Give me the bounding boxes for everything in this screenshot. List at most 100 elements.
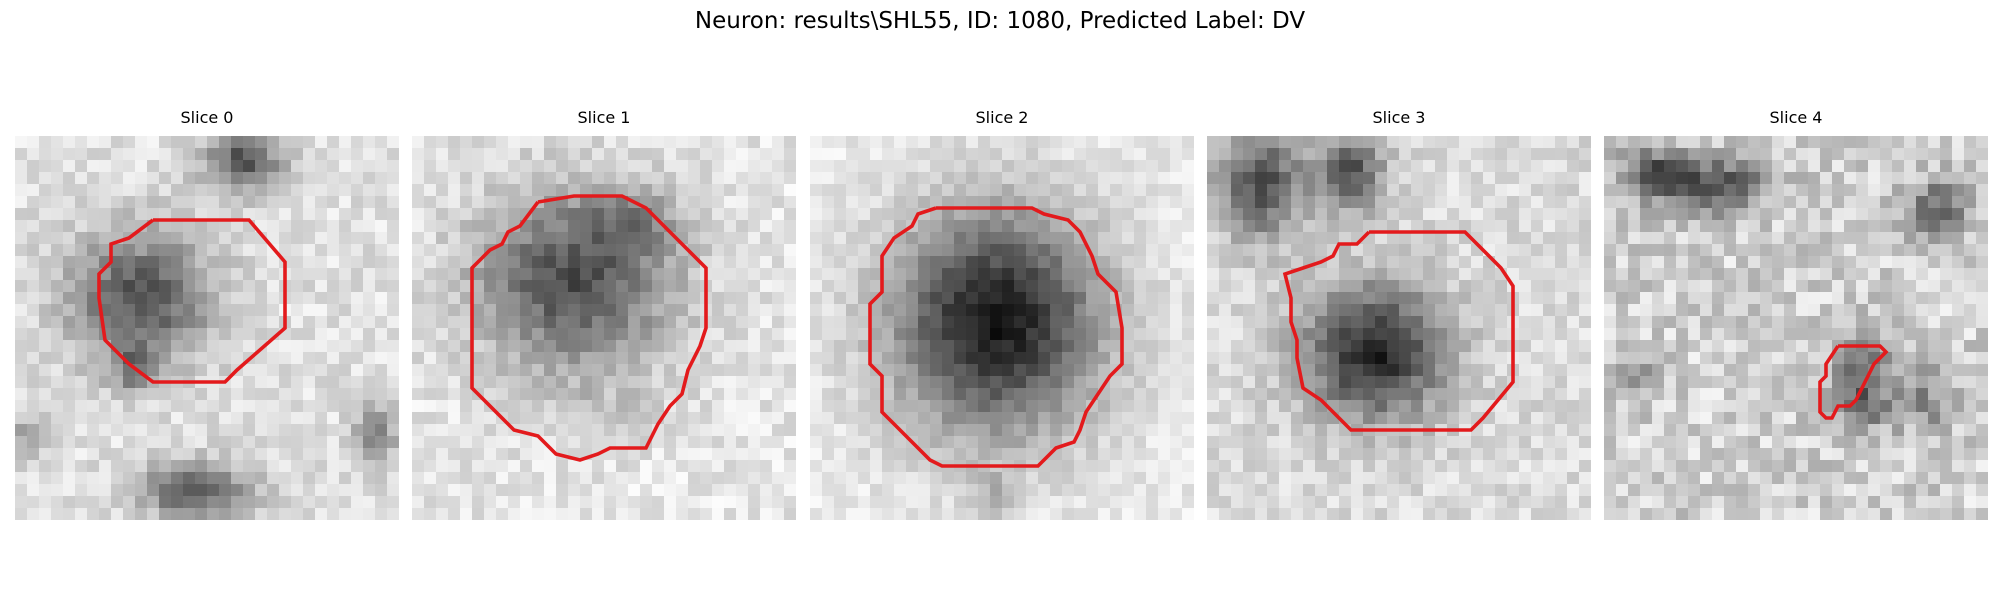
image-pixel <box>1074 364 1087 377</box>
image-pixel <box>954 424 967 437</box>
image-pixel <box>1231 208 1244 221</box>
image-pixel <box>712 316 725 329</box>
image-pixel <box>460 460 473 473</box>
image-pixel <box>640 400 653 413</box>
image-pixel <box>1255 388 1268 401</box>
image-pixel <box>1291 448 1304 461</box>
image-pixel <box>1952 172 1965 185</box>
image-pixel <box>1050 340 1063 353</box>
image-pixel <box>568 436 581 449</box>
image-pixel <box>1231 400 1244 413</box>
image-pixel <box>1279 352 1292 365</box>
image-pixel <box>75 268 88 281</box>
image-pixel <box>99 232 112 245</box>
image-pixel <box>171 304 184 317</box>
image-pixel <box>858 160 871 173</box>
image-pixel <box>412 460 425 473</box>
image-pixel <box>1652 148 1665 161</box>
image-pixel <box>1964 232 1977 245</box>
image-pixel <box>1447 340 1460 353</box>
image-pixel <box>1243 304 1256 317</box>
image-pixel <box>363 424 376 437</box>
image-pixel <box>1002 388 1015 401</box>
image-pixel <box>1327 436 1340 449</box>
image-pixel <box>1170 304 1183 317</box>
image-pixel <box>604 244 617 257</box>
image-pixel <box>1760 220 1773 233</box>
image-pixel <box>231 352 244 365</box>
image-pixel <box>303 268 316 281</box>
image-pixel <box>255 148 268 161</box>
image-pixel <box>1243 376 1256 389</box>
image-pixel <box>135 280 148 293</box>
image-pixel <box>39 244 52 257</box>
image-pixel <box>1002 160 1015 173</box>
image-pixel <box>1351 196 1364 209</box>
image-pixel <box>1231 268 1244 281</box>
image-pixel <box>1604 340 1617 353</box>
image-pixel <box>544 160 557 173</box>
image-pixel <box>870 172 883 185</box>
image-pixel <box>1303 172 1316 185</box>
image-pixel <box>628 340 641 353</box>
image-pixel <box>183 232 196 245</box>
image-pixel <box>111 412 124 425</box>
image-pixel <box>51 400 64 413</box>
image-pixel <box>51 304 64 317</box>
image-pixel <box>1387 376 1400 389</box>
image-pixel <box>1375 496 1388 509</box>
image-pixel <box>1676 160 1689 173</box>
image-pixel <box>1736 268 1749 281</box>
image-pixel <box>1952 208 1965 221</box>
image-pixel <box>1231 472 1244 485</box>
image-pixel <box>822 196 835 209</box>
image-pixel <box>1110 388 1123 401</box>
image-pixel <box>676 316 689 329</box>
image-pixel <box>51 508 64 520</box>
image-pixel <box>195 256 208 269</box>
image-pixel <box>1207 412 1220 425</box>
image-pixel <box>580 232 593 245</box>
image-pixel <box>1026 220 1039 233</box>
image-pixel <box>772 232 785 245</box>
image-pixel <box>556 172 569 185</box>
image-pixel <box>664 208 677 221</box>
image-pixel <box>1038 400 1051 413</box>
image-pixel <box>1399 136 1412 149</box>
image-pixel <box>1411 376 1424 389</box>
image-pixel <box>1880 136 1893 149</box>
image-pixel <box>496 448 509 461</box>
image-pixel <box>159 496 172 509</box>
image-pixel <box>339 304 352 317</box>
image-pixel <box>111 376 124 389</box>
image-pixel <box>99 388 112 401</box>
image-pixel <box>1604 196 1617 209</box>
image-pixel <box>1892 328 1905 341</box>
image-pixel <box>1507 184 1520 197</box>
image-pixel <box>1459 508 1472 520</box>
image-pixel <box>882 352 895 365</box>
image-pixel <box>195 136 208 149</box>
image-pixel <box>219 400 232 413</box>
image-pixel <box>508 136 521 149</box>
image-pixel <box>1976 256 1988 269</box>
image-pixel <box>736 340 749 353</box>
image-pixel <box>712 400 725 413</box>
image-pixel <box>942 232 955 245</box>
image-pixel <box>171 160 184 173</box>
image-pixel <box>1567 340 1580 353</box>
image-pixel <box>870 148 883 161</box>
image-pixel <box>1772 184 1785 197</box>
image-pixel <box>1952 412 1965 425</box>
image-pixel <box>1724 352 1737 365</box>
image-pixel <box>496 340 509 353</box>
image-pixel <box>171 496 184 509</box>
image-pixel <box>1243 184 1256 197</box>
image-pixel <box>1122 412 1135 425</box>
image-pixel <box>942 268 955 281</box>
image-pixel <box>375 496 388 509</box>
image-pixel <box>27 148 40 161</box>
image-pixel <box>219 220 232 233</box>
image-pixel <box>460 472 473 485</box>
image-pixel <box>664 364 677 377</box>
